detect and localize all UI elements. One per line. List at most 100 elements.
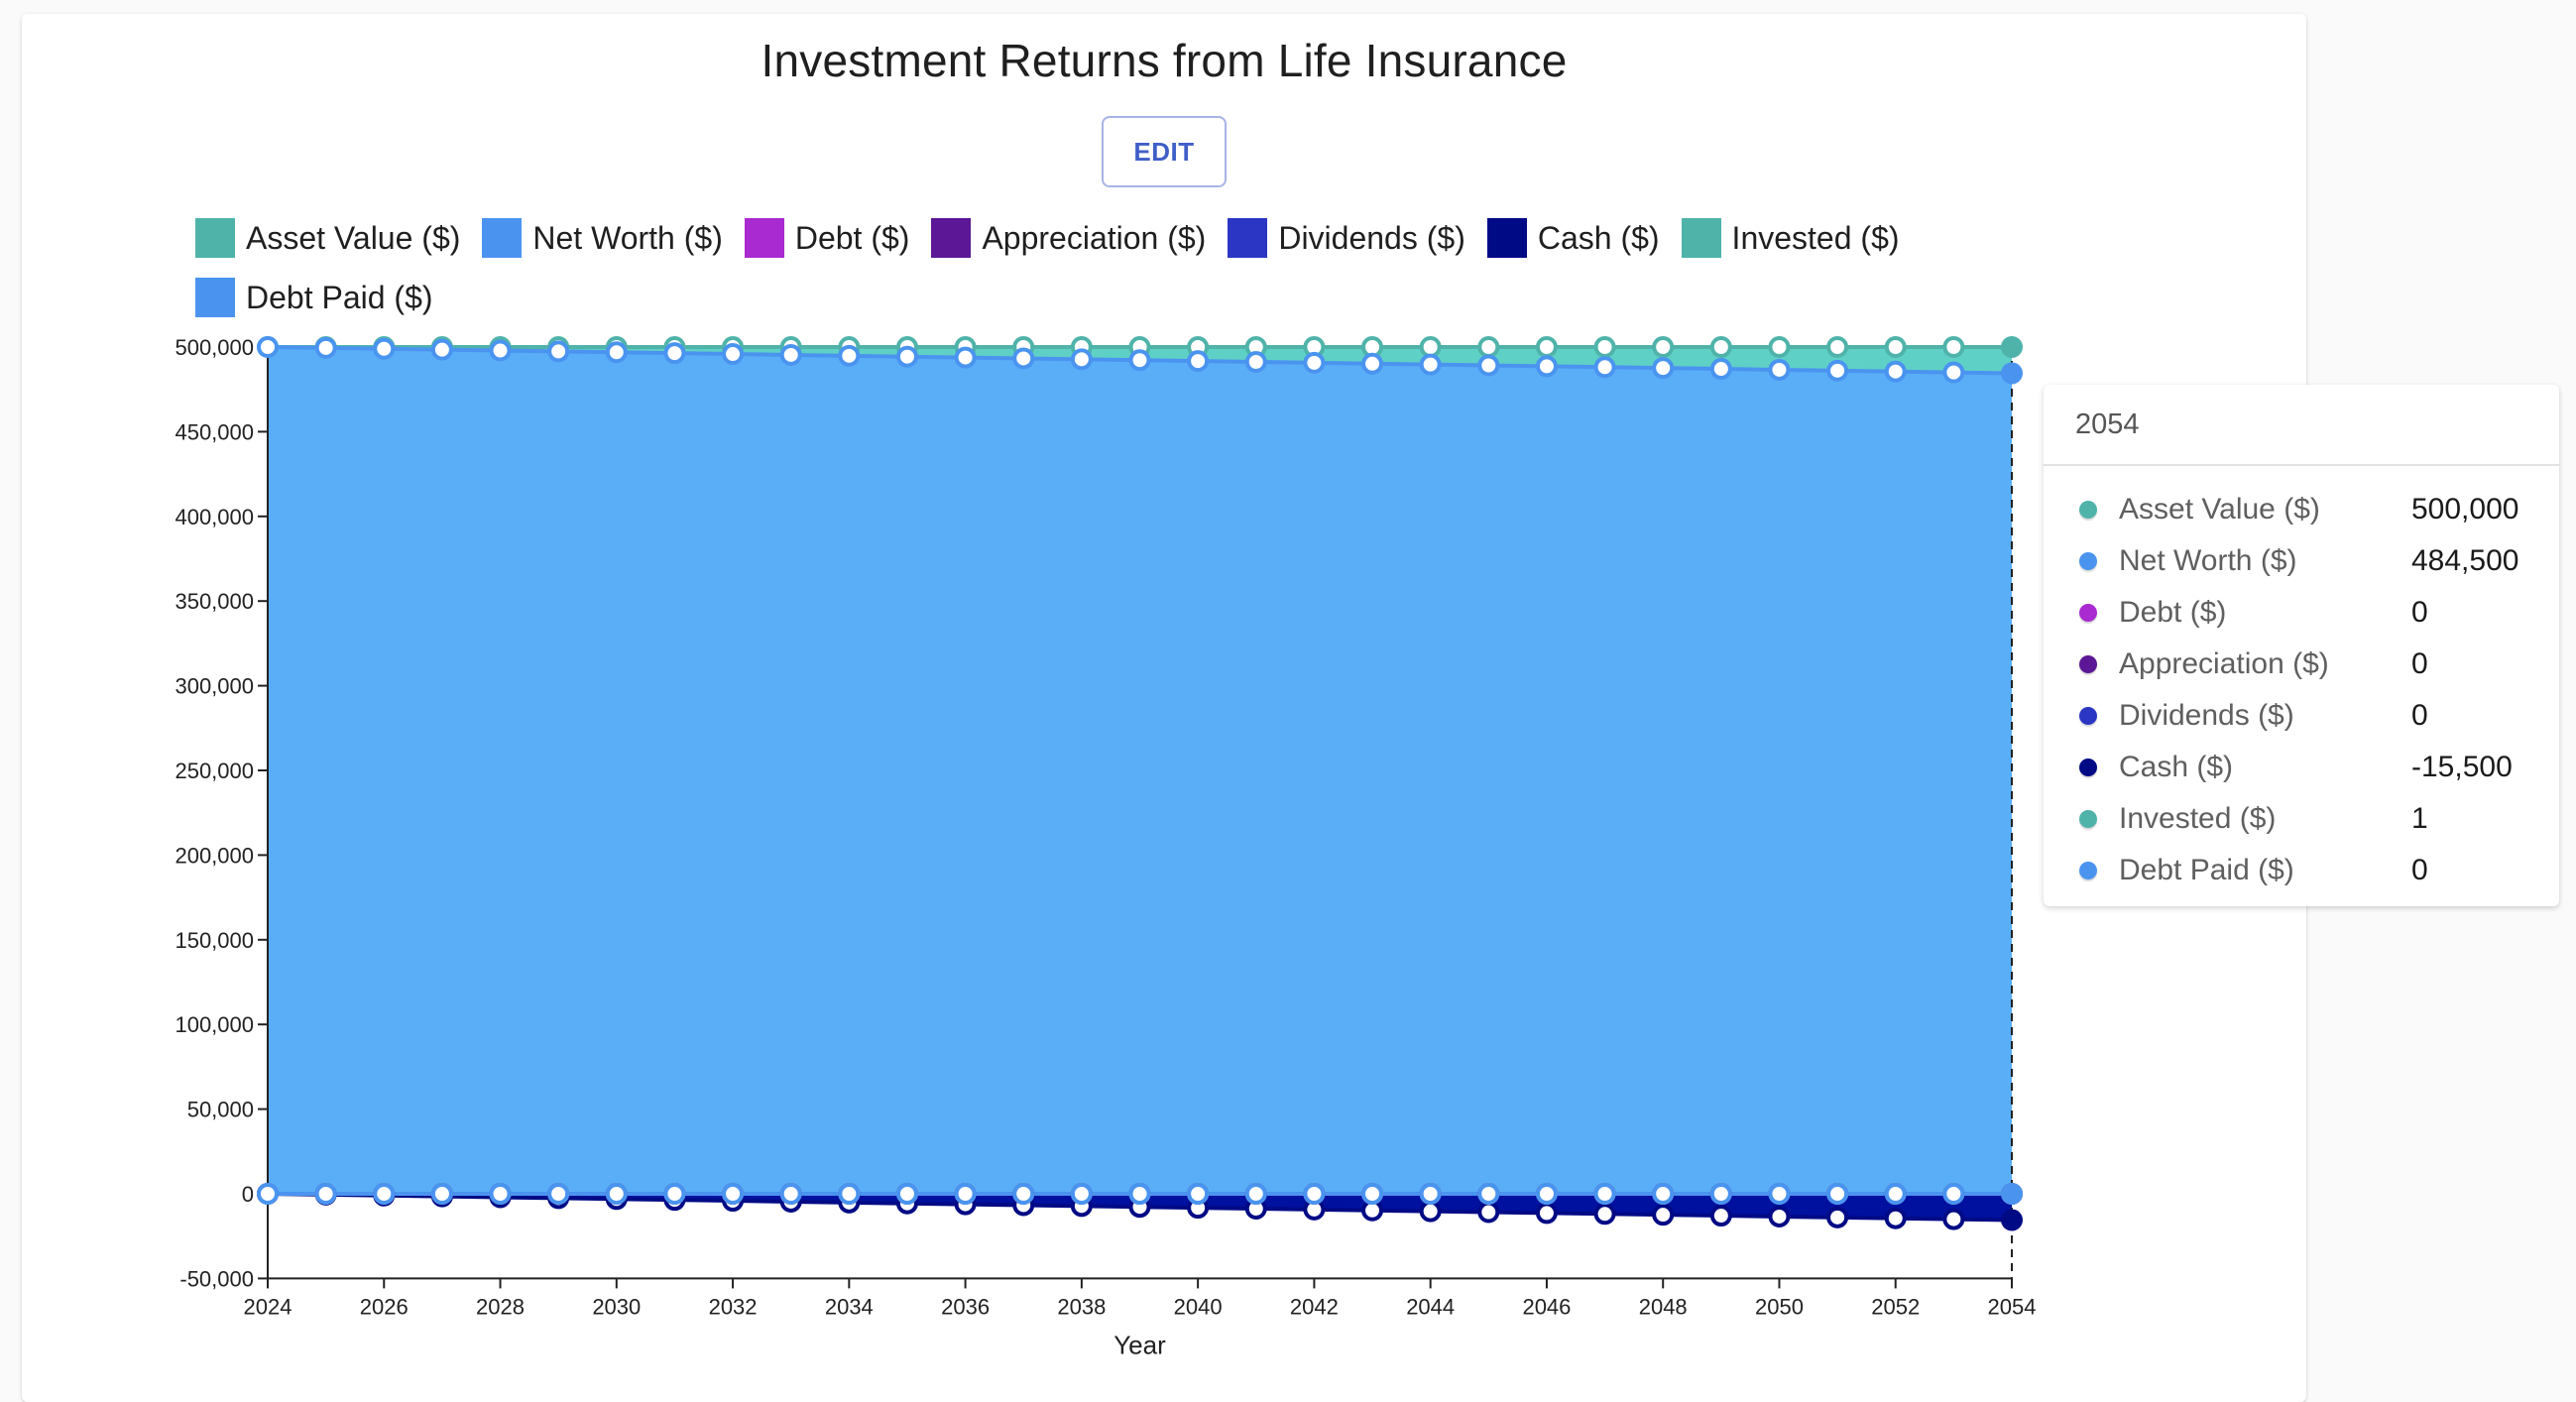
data-point[interactable] (489, 1183, 512, 1205)
data-point[interactable] (1942, 336, 1965, 358)
data-point[interactable] (1128, 349, 1151, 372)
data-point[interactable] (489, 339, 512, 362)
data-point[interactable] (1768, 358, 1791, 381)
data-point[interactable] (1884, 1207, 1907, 1229)
data-point[interactable] (1012, 347, 1035, 370)
legend-item-debt-paid[interactable]: Debt Paid ($) (195, 278, 433, 317)
data-point[interactable] (1768, 1183, 1791, 1205)
data-point[interactable] (1361, 352, 1384, 375)
data-point[interactable] (1768, 1205, 1791, 1227)
active-point[interactable] (2001, 1183, 2023, 1205)
data-point[interactable] (1884, 360, 1907, 383)
data-point[interactable] (373, 1183, 396, 1205)
data-point[interactable] (722, 343, 745, 366)
y-tick-label: 500,000 (175, 335, 254, 360)
data-point[interactable] (1187, 350, 1210, 373)
data-point[interactable] (430, 338, 453, 361)
data-point[interactable] (779, 343, 802, 366)
data-point[interactable] (1652, 357, 1675, 380)
data-point[interactable] (895, 1183, 918, 1205)
data-point[interactable] (1477, 1201, 1500, 1224)
data-point[interactable] (1593, 336, 1616, 358)
data-point[interactable] (430, 1183, 453, 1205)
data-point[interactable] (1652, 336, 1675, 358)
data-point[interactable] (1419, 353, 1442, 376)
data-point[interactable] (547, 340, 570, 363)
data-point[interactable] (1187, 1183, 1210, 1205)
data-point[interactable] (895, 345, 918, 368)
data-point[interactable] (1477, 336, 1500, 358)
data-point[interactable] (1477, 1183, 1500, 1205)
data-point[interactable] (1419, 1183, 1442, 1205)
data-point[interactable] (663, 342, 686, 365)
data-point[interactable] (1477, 354, 1500, 377)
data-point[interactable] (1303, 1183, 1326, 1205)
data-point[interactable] (1535, 1183, 1558, 1205)
data-point[interactable] (1884, 1183, 1907, 1205)
data-point[interactable] (314, 336, 337, 359)
data-point[interactable] (838, 1183, 861, 1205)
data-point[interactable] (605, 341, 628, 364)
data-point[interactable] (257, 1183, 279, 1205)
data-point[interactable] (1709, 1183, 1732, 1205)
data-point[interactable] (1709, 1205, 1732, 1227)
data-point[interactable] (1303, 351, 1326, 374)
data-point[interactable] (373, 337, 396, 360)
series-markers[interactable] (257, 336, 2023, 1231)
legend-item-dividends[interactable]: Dividends ($) (1228, 218, 1465, 258)
legend-item-net-worth[interactable]: Net Worth ($) (482, 218, 723, 258)
data-point[interactable] (1128, 1183, 1151, 1205)
data-point[interactable] (257, 336, 279, 358)
data-point[interactable] (605, 1183, 628, 1205)
legend-item-cash[interactable]: Cash ($) (1486, 218, 1660, 258)
tooltip-label: Asset Value ($) (2119, 493, 2320, 526)
data-point[interactable] (1768, 336, 1791, 358)
data-point[interactable] (1012, 1183, 1035, 1205)
data-point[interactable] (838, 344, 861, 367)
data-point[interactable] (1593, 356, 1616, 379)
data-point[interactable] (722, 1183, 745, 1205)
data-point[interactable] (314, 1183, 337, 1205)
active-point[interactable] (2001, 336, 2023, 358)
legend-item-appreciation[interactable]: Appreciation ($) (931, 218, 1206, 258)
data-point[interactable] (547, 1183, 570, 1205)
data-point[interactable] (1535, 1202, 1558, 1225)
data-point[interactable] (1942, 1208, 1965, 1230)
data-point[interactable] (1070, 1183, 1093, 1205)
data-point[interactable] (1826, 1206, 1849, 1228)
data-point[interactable] (1884, 336, 1907, 358)
data-point[interactable] (1942, 1183, 1965, 1205)
data-point[interactable] (1419, 1200, 1442, 1223)
data-point[interactable] (1709, 336, 1732, 358)
data-point[interactable] (1593, 1183, 1616, 1205)
data-point[interactable] (779, 1183, 802, 1205)
data-point[interactable] (1826, 359, 1849, 382)
data-point[interactable] (1593, 1203, 1616, 1226)
data-point[interactable] (1826, 336, 1849, 358)
data-point[interactable] (1070, 348, 1093, 371)
chart-tooltip: 2054 Asset Value ($) 500,000 Net Worth (… (2044, 385, 2559, 906)
active-point[interactable] (2001, 1209, 2023, 1231)
data-point[interactable] (954, 1183, 977, 1205)
legend-item-invested[interactable]: Invested ($) (1681, 218, 1900, 258)
data-point[interactable] (1419, 336, 1442, 358)
edit-button[interactable]: EDIT (1102, 116, 1227, 187)
data-point[interactable] (1652, 1204, 1675, 1227)
data-point[interactable] (1826, 1183, 1849, 1205)
data-point[interactable] (1652, 1183, 1675, 1205)
data-point[interactable] (1535, 355, 1558, 378)
data-point[interactable] (1709, 358, 1732, 381)
tooltip-row-debt: Debt ($) 0 (2044, 587, 2559, 639)
data-point[interactable] (1361, 1183, 1384, 1205)
data-point[interactable] (1942, 361, 1965, 384)
legend-item-debt[interactable]: Debt ($) (744, 218, 909, 258)
data-point[interactable] (663, 1183, 686, 1205)
active-point[interactable] (2001, 362, 2023, 385)
data-point[interactable] (1535, 336, 1558, 358)
data-point[interactable] (1244, 351, 1267, 374)
tooltip-value: 0 (2411, 647, 2428, 680)
legend-item-asset-value[interactable]: Asset Value ($) (195, 218, 460, 258)
data-point[interactable] (954, 346, 977, 369)
data-point[interactable] (1244, 1183, 1267, 1205)
